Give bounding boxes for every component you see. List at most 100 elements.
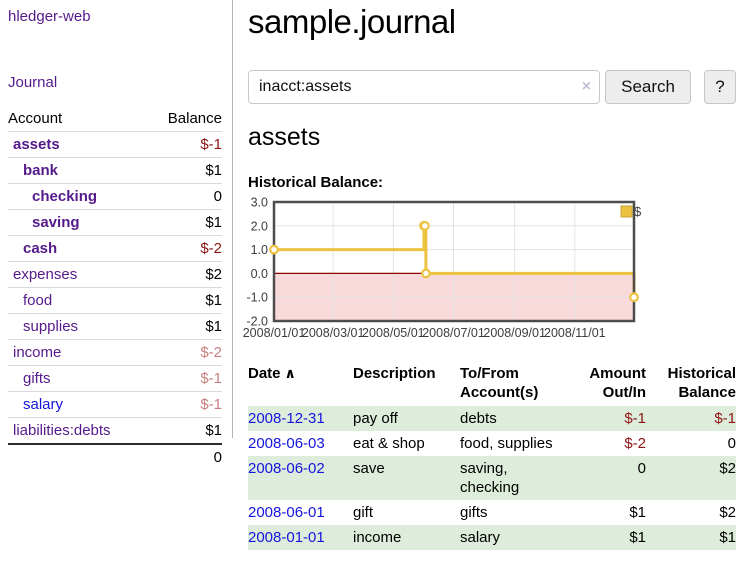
register-table: Date ∧ Description To/From Account(s) Amo… [248, 362, 736, 550]
account-row: supplies $1 [8, 313, 222, 340]
data-point-marker [629, 292, 639, 303]
account-balance: $1 [205, 214, 222, 231]
accounts-header-account: Account [8, 110, 63, 127]
search-button[interactable]: Search [605, 70, 692, 104]
account-link-supplies[interactable]: supplies [23, 318, 79, 335]
account-balance: $1 [205, 422, 222, 439]
register-description: income [353, 529, 402, 546]
register-amount: $-2 [624, 435, 646, 452]
date-header-label: Date [248, 365, 281, 382]
account-balance: $-1 [200, 136, 222, 153]
account-link-cash[interactable]: cash [23, 240, 58, 257]
search-input-wrapper: × [248, 70, 601, 104]
register-amount: 0 [637, 460, 646, 477]
register-accounts: salary [460, 529, 501, 546]
sidebar-item-journal[interactable]: Journal [8, 74, 58, 91]
account-row: liabilities:debts $1 [8, 417, 222, 445]
register-header-date[interactable]: Date ∧ [248, 362, 345, 406]
y-axis-tick-label: 2.0 [251, 219, 268, 233]
data-point-marker [269, 244, 279, 255]
y-axis-tick-label: -1.0 [246, 291, 268, 305]
account-row: cash $-2 [8, 235, 222, 262]
chart-title: Historical Balance: [248, 174, 384, 191]
account-link-checking[interactable]: checking [32, 188, 98, 205]
account-balance: $1 [205, 318, 222, 335]
y-axis-tick-label: 3.0 [251, 197, 268, 210]
register-accounts: food, supplies [460, 435, 553, 452]
page-title: sample.journal [248, 3, 456, 40]
y-axis-tick-label: -2.0 [246, 315, 268, 329]
register-date-link[interactable]: 2008-06-01 [248, 504, 325, 521]
transaction-row: 2008-06-01 gift gifts $1 $2 [248, 500, 736, 525]
register-balance: $2 [719, 460, 736, 477]
legend-label: $ [634, 204, 642, 219]
account-balance: 0 [213, 188, 222, 205]
register-date-link[interactable]: 2008-12-31 [248, 410, 325, 427]
sort-ascending-icon: ∧ [284, 365, 296, 381]
plot-border [272, 200, 636, 323]
account-link-gifts[interactable]: gifts [23, 370, 51, 387]
accounts-total-row: 0 [8, 444, 222, 470]
account-row: checking 0 [8, 183, 222, 210]
account-row: bank $1 [8, 157, 222, 184]
search-input[interactable] [248, 70, 601, 104]
register-balance: $-1 [714, 410, 736, 427]
account-link-liabilities-debts[interactable]: liabilities:debts [13, 422, 111, 439]
account-balance: $1 [205, 162, 222, 179]
account-heading: assets [248, 123, 321, 151]
x-axis-tick-label: 2008/09/01 [483, 326, 546, 340]
account-link-bank[interactable]: bank [23, 162, 59, 179]
x-axis-tick-label: 2008/07/01 [422, 326, 485, 340]
accounts-table: Account Balance assets $-1 bank $1 check… [8, 106, 222, 470]
account-row: food $1 [8, 287, 222, 314]
account-row: gifts $-1 [8, 365, 222, 392]
register-accounts: debts [460, 410, 497, 427]
register-header-balance: Historical Balance [667, 365, 736, 401]
account-row: expenses $2 [8, 261, 222, 288]
register-balance: 0 [727, 435, 736, 452]
register-date-link[interactable]: 2008-06-03 [248, 435, 325, 452]
x-axis-tick-label: 2008/05/01 [362, 326, 425, 340]
app-title-link[interactable]: hledger-web [8, 8, 91, 25]
clear-search-icon[interactable]: × [581, 78, 592, 95]
account-row: salary $-1 [8, 391, 222, 418]
accounts-total-balance: 0 [213, 449, 222, 466]
account-link-income[interactable]: income [13, 344, 62, 361]
register-header-description: Description [353, 365, 436, 382]
account-balance: $1 [205, 292, 222, 309]
transaction-row: 2008-06-03 eat & shop food, supplies $-2… [248, 431, 736, 456]
account-row: saving $1 [8, 209, 222, 236]
register-amount: $1 [629, 529, 646, 546]
search-form: × Search ? [248, 70, 736, 104]
transaction-row: 2008-12-31 pay off debts $-1 $-1 [248, 406, 736, 431]
account-link-food[interactable]: food [23, 292, 53, 309]
account-row: income $-2 [8, 339, 222, 366]
register-header-row: Date ∧ Description To/From Account(s) Amo… [248, 362, 736, 406]
account-balance: $-2 [200, 240, 222, 257]
accounts-header-row: Account Balance [8, 106, 222, 132]
x-axis-tick-label: 2008/03/01 [302, 326, 365, 340]
register-description: save [353, 460, 385, 477]
register-balance: $2 [719, 504, 736, 521]
accounts-header-balance: Balance [167, 110, 222, 127]
register-header-accounts: To/From Account(s) [460, 365, 539, 401]
account-link-salary[interactable]: salary [23, 396, 64, 413]
search-help-button[interactable]: ? [704, 70, 736, 104]
account-link-assets[interactable]: assets [13, 136, 60, 153]
x-axis-tick-label: 2008/01/01 [243, 326, 306, 340]
account-balance: $-1 [200, 396, 222, 413]
account-link-saving[interactable]: saving [32, 214, 80, 231]
register-header-amount: Amount Out/In [589, 365, 646, 401]
register-description: pay off [353, 410, 398, 427]
y-axis-tick-label: 0.0 [251, 267, 268, 281]
register-description: gift [353, 504, 374, 521]
register-date-link[interactable]: 2008-06-02 [248, 460, 325, 477]
register-description: eat & shop [353, 435, 425, 452]
legend-swatch [620, 205, 633, 218]
account-balance: $2 [205, 266, 222, 283]
register-date-link[interactable]: 2008-01-01 [248, 529, 325, 546]
main-content: sample.journal × Search ? assets Histori… [243, 0, 736, 550]
account-row: assets $-1 [8, 131, 222, 158]
account-balance: $-1 [200, 370, 222, 387]
account-link-expenses[interactable]: expenses [13, 266, 78, 283]
